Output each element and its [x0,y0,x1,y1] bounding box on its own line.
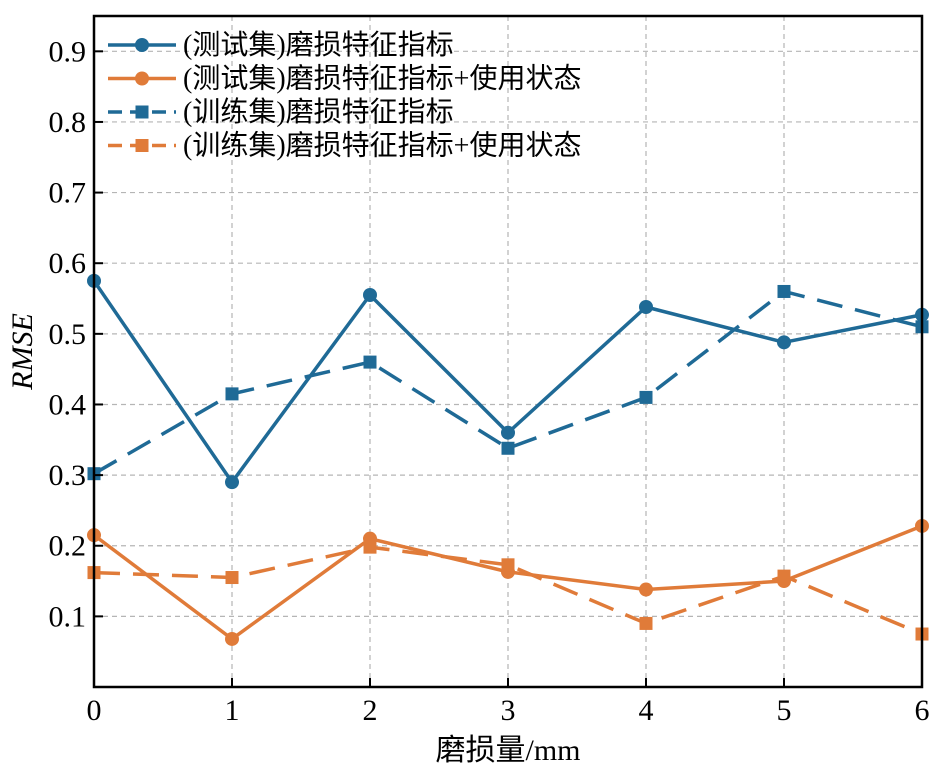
data-point [363,540,377,554]
data-point [363,287,377,302]
data-point [225,571,239,585]
legend-entry: (训练集)磨损特征指标+使用状态 [108,130,581,162]
y-tick-label: 0.3 [49,459,87,492]
y-tick-label: 0.1 [49,600,87,633]
y-tick-label: 0.7 [49,177,87,210]
data-point [225,387,239,401]
data-point [639,390,653,404]
series-1 [87,273,929,490]
series-layer [87,273,929,646]
data-point [225,475,239,490]
series-3 [87,284,929,481]
legend-entry: (训练集)磨损特征指标 [108,96,454,128]
legend: (测试集)磨损特征指标(测试集)磨损特征指标+使用状态(训练集)磨损特征指标(训… [108,29,581,162]
legend-entry: (测试集)磨损特征指标+使用状态 [108,63,581,95]
x-tick-label: 0 [87,694,102,727]
legend-label: (测试集)磨损特征指标+使用状态 [183,63,581,95]
legend-label: (训练集)磨损特征指标 [183,96,454,128]
x-tick-label: 1 [225,694,240,727]
y-axis-label: RMSE [6,313,39,391]
x-tick-label: 3 [501,694,516,727]
data-point [501,558,515,572]
x-tick-label: 6 [915,694,930,727]
y-tick-label: 0.4 [49,388,87,421]
x-axis-label: 磨损量/mm [435,734,580,767]
legend-marker [135,105,149,119]
x-tick-label: 5 [777,694,792,727]
data-point [501,425,515,440]
legend-label: (测试集)磨损特征指标 [183,29,454,61]
axis-ticks: 0 1 2 3 4 5 6 0.1 0.2 0.3 0.4 0.5 0.6 0.7 0.8 0.9 [49,35,930,727]
y-tick-label: 0.9 [49,35,87,68]
data-point [639,300,653,315]
legend-marker [135,38,149,52]
y-tick-label: 0.5 [49,318,87,351]
data-point [639,616,653,630]
grid-lines [94,16,922,687]
data-point [777,284,791,298]
x-tick-label: 4 [639,694,654,727]
y-tick-label: 0.2 [49,530,87,563]
y-tick-label: 0.6 [49,247,87,280]
x-tick-label: 2 [363,694,378,727]
legend-entry: (测试集)磨损特征指标 [108,29,454,61]
data-point [501,441,515,455]
legend-marker [135,139,149,152]
legend-marker [135,71,149,86]
data-point [777,335,791,350]
y-tick-label: 0.8 [49,106,87,139]
data-point [363,355,377,369]
legend-label: (训练集)磨损特征指标+使用状态 [183,130,581,162]
data-point [777,569,791,583]
data-point [639,582,653,597]
data-point [225,631,239,646]
